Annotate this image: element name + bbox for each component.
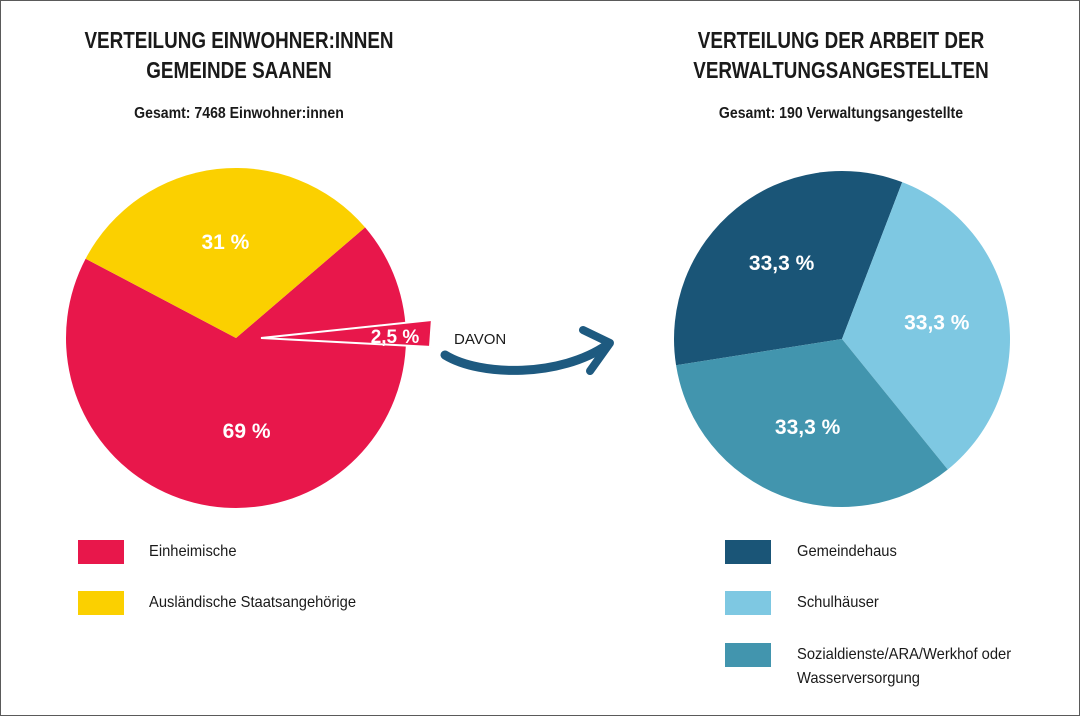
davon-arrow-icon — [440, 340, 612, 375]
legend-swatch-schulhaeuser — [725, 591, 771, 615]
left-pie-highlight-label: 2,5 % — [371, 327, 420, 348]
legend-swatch-gemeindehaus — [725, 540, 771, 564]
right-title-line2: VERWALTUNGSANGESTELLTEN — [693, 57, 989, 83]
left-pie-chart: 69 % 31 % 2,5 % — [65, 167, 434, 508]
left-title-line2: GEMEINDE SAANEN — [146, 57, 332, 83]
left-pie-highlight-wedge — [260, 315, 434, 362]
legend-swatch-auslaendische — [78, 591, 124, 615]
legend-label-sozialdienste-line2: Wasserversorgung — [797, 670, 920, 687]
legend-label-schulhaeuser: Schulhäuser — [797, 594, 879, 611]
davon-label: DAVON — [454, 331, 506, 348]
legend-swatch-sozialdienste — [725, 643, 771, 667]
legend-label-gemeindehaus: Gemeindehaus — [797, 543, 897, 560]
legend-swatch-einheimische — [78, 540, 124, 564]
right-pie-slice-0 — [674, 171, 903, 366]
left-pie-slice-0 — [65, 227, 406, 508]
right-pie-slice-label-0: 33,3 % — [749, 252, 815, 275]
legend-label-einheimische: Einheimische — [149, 543, 237, 560]
connector-arrow: DAVON — [440, 326, 614, 375]
left-chart-title: VERTEILUNG EINWOHNER:INNEN GEMEINDE SAAN… — [67, 25, 411, 85]
right-chart-title: VERTEILUNG DER ARBEIT DER VERWALTUNGSANG… — [669, 25, 1013, 85]
left-pie-slice-1 — [85, 167, 366, 338]
left-title-line1: VERTEILUNG EINWOHNER:INNEN — [84, 27, 394, 53]
right-title-line1: VERTEILUNG DER ARBEIT DER — [697, 27, 985, 53]
right-pie-slice-1 — [842, 182, 1011, 470]
left-chart-subtitle: Gesamt: 7468 Einwohner:innen — [134, 105, 344, 122]
right-chart-subtitle: Gesamt: 190 Verwaltungsangestellte — [718, 105, 964, 122]
arrow-head-icon — [579, 326, 614, 375]
left-pie-slice-label-0: 69 % — [223, 420, 271, 443]
left-pie-slice-label-1: 31 % — [201, 231, 249, 254]
right-pie-slice-label-1: 33,3 % — [904, 312, 970, 335]
right-pie-slice-label-2: 33,3 % — [775, 416, 841, 439]
legend-label-auslaendische: Ausländische Staatsangehörige — [149, 594, 357, 611]
legend-label-sozialdienste-line1: Sozialdienste/ARA/Werkhof oder — [797, 646, 1012, 663]
right-pie-slice-2 — [676, 339, 948, 508]
right-pie-chart: 33,3 % 33,3 % 33,3 % — [674, 171, 1011, 508]
